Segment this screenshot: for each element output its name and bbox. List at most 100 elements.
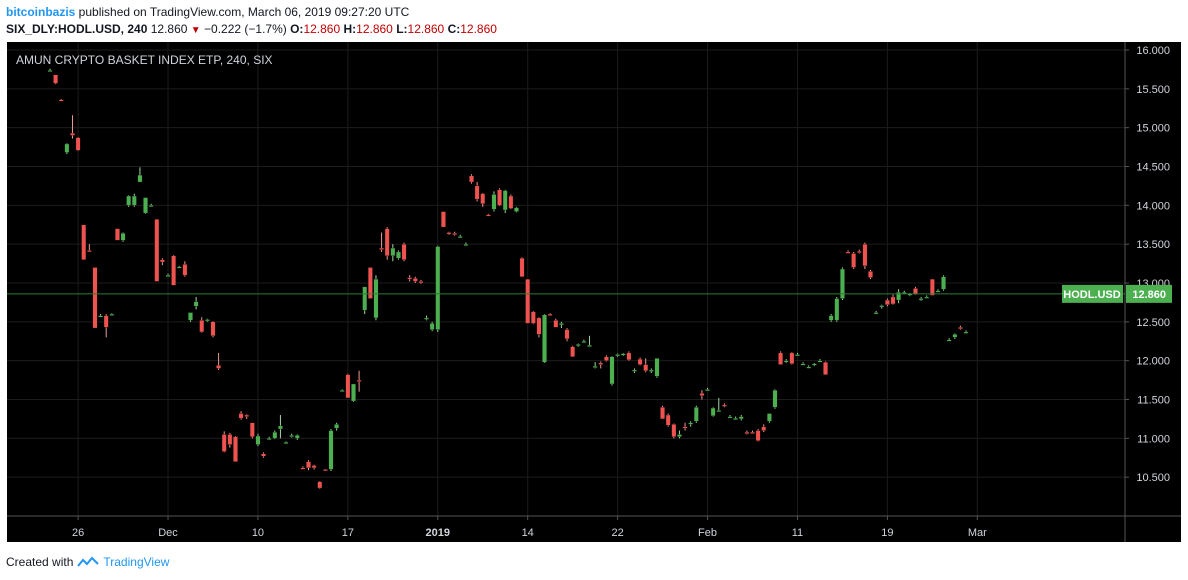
candle[interactable] xyxy=(81,224,87,260)
candle[interactable] xyxy=(210,321,216,338)
candle[interactable] xyxy=(412,276,418,283)
candle[interactable] xyxy=(137,167,143,183)
candle[interactable] xyxy=(705,387,710,392)
candle[interactable] xyxy=(160,258,165,266)
candle[interactable] xyxy=(553,318,559,328)
candle[interactable] xyxy=(289,433,295,438)
candle[interactable] xyxy=(856,249,862,254)
candle[interactable] xyxy=(637,357,643,366)
candle[interactable] xyxy=(457,234,463,239)
candle[interactable] xyxy=(514,206,519,213)
candle[interactable] xyxy=(828,314,834,322)
candle[interactable] xyxy=(682,422,688,431)
candle[interactable] xyxy=(216,352,221,370)
candle[interactable] xyxy=(441,211,446,228)
candle[interactable] xyxy=(486,213,491,217)
candle[interactable] xyxy=(845,250,851,254)
candle[interactable] xyxy=(800,362,806,366)
candle[interactable] xyxy=(47,68,53,72)
candle[interactable] xyxy=(508,194,514,210)
candle[interactable] xyxy=(92,267,98,329)
candle[interactable] xyxy=(885,298,890,307)
tradingview-logo-icon[interactable] xyxy=(77,556,100,568)
candle[interactable] xyxy=(620,352,626,357)
candle[interactable] xyxy=(351,383,356,402)
candle[interactable] xyxy=(261,452,266,458)
candle[interactable] xyxy=(266,436,272,440)
candle[interactable] xyxy=(946,338,952,342)
candle[interactable] xyxy=(817,359,823,363)
candle[interactable] xyxy=(278,415,283,439)
candle[interactable] xyxy=(233,436,238,462)
candle[interactable] xyxy=(778,351,783,365)
candle[interactable] xyxy=(103,314,109,338)
candle[interactable] xyxy=(131,193,137,207)
candle[interactable] xyxy=(609,356,615,386)
candle[interactable] xyxy=(755,429,761,442)
candle[interactable] xyxy=(570,345,576,357)
candle[interactable] xyxy=(789,352,795,365)
candle[interactable] xyxy=(272,430,278,440)
candle[interactable] xyxy=(587,335,592,347)
candle[interactable] xyxy=(502,189,508,214)
candle[interactable] xyxy=(424,315,429,321)
candle[interactable] xyxy=(733,416,738,420)
author-name[interactable]: bitcoinbazis xyxy=(6,5,76,19)
plot-area[interactable] xyxy=(7,42,1125,516)
candle[interactable] xyxy=(767,413,772,423)
candle[interactable] xyxy=(418,279,424,284)
candle[interactable] xyxy=(581,339,587,343)
candle[interactable] xyxy=(120,232,126,242)
candle[interactable] xyxy=(109,313,115,316)
candle[interactable] xyxy=(154,219,160,282)
candle[interactable] xyxy=(873,310,879,315)
candle[interactable] xyxy=(469,174,474,184)
candle[interactable] xyxy=(165,273,171,277)
candle[interactable] xyxy=(963,330,969,334)
candle[interactable] xyxy=(396,250,401,260)
candle[interactable] xyxy=(115,228,120,241)
candle[interactable] xyxy=(879,304,885,309)
candle[interactable] xyxy=(924,295,930,299)
candle[interactable] xyxy=(632,368,637,374)
candle[interactable] xyxy=(283,441,289,444)
tradingview-brand[interactable]: TradingView xyxy=(103,555,170,569)
candle[interactable] xyxy=(143,197,148,214)
candle[interactable] xyxy=(182,261,188,277)
candle[interactable] xyxy=(345,373,351,399)
candle[interactable] xyxy=(604,355,609,362)
candle[interactable] xyxy=(660,405,665,420)
candle[interactable] xyxy=(710,407,716,417)
candle[interactable] xyxy=(480,192,486,207)
candle[interactable] xyxy=(722,403,727,408)
candle[interactable] xyxy=(654,358,660,378)
candle[interactable] xyxy=(317,481,323,489)
candle[interactable] xyxy=(53,74,58,85)
candle[interactable] xyxy=(851,251,857,270)
candle[interactable] xyxy=(688,421,694,427)
candle[interactable] xyxy=(744,430,750,435)
candle[interactable] xyxy=(592,362,598,369)
candle[interactable] xyxy=(70,115,75,139)
candle[interactable] xyxy=(536,317,542,338)
candle[interactable] xyxy=(795,352,800,357)
candle[interactable] xyxy=(783,359,789,363)
candle[interactable] xyxy=(373,275,379,321)
candle[interactable] xyxy=(559,321,564,329)
candle[interactable] xyxy=(530,310,536,325)
candle[interactable] xyxy=(648,368,654,374)
candle[interactable] xyxy=(255,433,261,447)
candle[interactable] xyxy=(952,333,958,339)
candle[interactable] xyxy=(221,431,227,453)
candle[interactable] xyxy=(575,343,581,347)
candle[interactable] xyxy=(323,469,328,472)
candle[interactable] xyxy=(86,244,92,253)
candle[interactable] xyxy=(249,422,255,439)
candle[interactable] xyxy=(868,269,873,280)
candle[interactable] xyxy=(126,195,132,207)
candle[interactable] xyxy=(935,289,941,293)
candle[interactable] xyxy=(699,390,705,400)
candle[interactable] xyxy=(834,296,840,322)
candle[interactable] xyxy=(542,314,547,363)
candle[interactable] xyxy=(811,362,817,367)
